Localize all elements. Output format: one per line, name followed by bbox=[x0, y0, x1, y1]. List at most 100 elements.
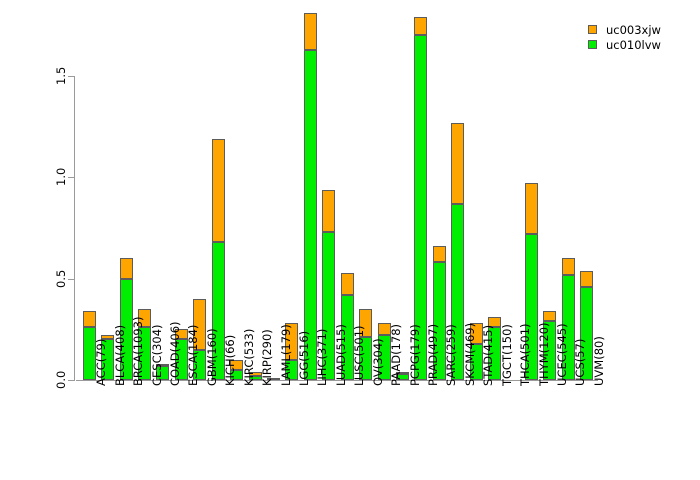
bar-segment-uc003xjw bbox=[193, 298, 206, 350]
x-axis-tick-label: BLCA(408) bbox=[112, 324, 127, 386]
legend-item: uc010lvw bbox=[588, 37, 696, 52]
bar-segment-uc003xjw bbox=[396, 371, 409, 374]
x-axis-tick-label: TGCT(150) bbox=[499, 324, 514, 386]
bar-group bbox=[341, 272, 354, 381]
bar-group bbox=[488, 317, 501, 381]
bar-group bbox=[120, 258, 133, 381]
bar-segment-uc010lvw bbox=[156, 365, 169, 380]
bar-segment-uc003xjw bbox=[414, 17, 427, 36]
x-axis-tick-label: STAD(415) bbox=[481, 324, 496, 386]
bar-segment-uc003xjw bbox=[543, 311, 556, 322]
bar-group bbox=[562, 258, 575, 381]
bar-group bbox=[322, 189, 335, 381]
bar-group bbox=[543, 311, 556, 381]
bar-segment-uc010lvw bbox=[525, 234, 538, 380]
bar-group bbox=[304, 13, 317, 381]
plot-area bbox=[76, 8, 596, 380]
x-axis-tick-label: UVM(80) bbox=[591, 336, 606, 386]
bar-group bbox=[580, 270, 593, 381]
bar-segment-uc003xjw bbox=[138, 309, 151, 328]
bar-group bbox=[175, 329, 188, 381]
bar-segment-uc003xjw bbox=[175, 329, 188, 340]
bar-segment-uc003xjw bbox=[267, 377, 280, 380]
bar-segment-uc010lvw bbox=[285, 359, 298, 380]
x-axis-tick-label: CESC(304) bbox=[149, 324, 164, 386]
bar-segment-uc003xjw bbox=[322, 189, 335, 233]
bar-segment-uc010lvw bbox=[414, 35, 427, 380]
bar-group bbox=[414, 17, 427, 381]
bar-segment-uc010lvw bbox=[396, 373, 409, 380]
bar-group bbox=[156, 363, 169, 381]
bar-segment-uc003xjw bbox=[433, 246, 446, 263]
bar-segment-uc003xjw bbox=[580, 270, 593, 287]
bar-segment-uc003xjw bbox=[285, 323, 298, 360]
bar-segment-uc010lvw bbox=[101, 339, 114, 380]
x-axis-tick-label: THYM(120) bbox=[536, 322, 551, 386]
x-axis-tick-label: BRCA(1093) bbox=[131, 316, 146, 386]
bar-group bbox=[267, 377, 280, 381]
legend-label: uc010lvw bbox=[606, 37, 661, 52]
bar-segment-uc010lvw bbox=[83, 327, 96, 380]
x-axis-tick-label: LUSC(501) bbox=[352, 325, 367, 386]
x-axis-tick-label: PCPG(179) bbox=[407, 324, 422, 386]
bar-segment-uc003xjw bbox=[120, 258, 133, 279]
x-axis-tick-label: LIHC(371) bbox=[315, 328, 330, 386]
bar-group bbox=[138, 309, 151, 381]
x-axis-tick-label: SKCM(469) bbox=[462, 322, 477, 386]
bar-segment-uc003xjw bbox=[470, 323, 483, 344]
bar-segment-uc003xjw bbox=[359, 309, 372, 338]
x-axis-tick-label: KIRC(533) bbox=[241, 328, 256, 386]
bar-group bbox=[433, 246, 446, 381]
y-axis-tick bbox=[68, 76, 75, 77]
x-axis-line bbox=[76, 380, 598, 381]
bar-segment-uc010lvw bbox=[580, 286, 593, 380]
bar-segment-uc003xjw bbox=[525, 183, 538, 235]
bar-group bbox=[83, 311, 96, 381]
bar-group bbox=[359, 309, 372, 381]
y-axis-tick-label: 1.0 bbox=[54, 168, 68, 187]
bar-segment-uc003xjw bbox=[249, 371, 262, 376]
bar-segment-uc010lvw bbox=[193, 349, 206, 380]
legend-swatch-icon bbox=[588, 40, 597, 49]
bar-group bbox=[451, 122, 464, 381]
bar-segment-uc003xjw bbox=[230, 359, 243, 370]
legend-item: uc003xjw bbox=[588, 22, 696, 37]
bar-group bbox=[378, 323, 391, 381]
x-axis-tick-label: PAAD(178) bbox=[389, 323, 404, 386]
chart-legend: uc003xjw uc010lvw bbox=[588, 22, 696, 52]
bar-group bbox=[285, 323, 298, 381]
x-axis-tick-label: ESCA(184) bbox=[186, 324, 201, 386]
x-axis-tick-label: ACC(79) bbox=[94, 338, 109, 386]
bar-segment-uc010lvw bbox=[175, 339, 188, 380]
bar-segment-uc010lvw bbox=[488, 327, 501, 380]
x-axis-tick-label: COAD(406) bbox=[167, 321, 182, 386]
legend-swatch-icon bbox=[588, 25, 597, 34]
bar-segment-uc010lvw bbox=[230, 369, 243, 380]
x-axis-tick-label: PRAD(497) bbox=[425, 323, 440, 386]
x-axis-tick-label: GBM(160) bbox=[204, 328, 219, 386]
bar-segment-uc003xjw bbox=[562, 258, 575, 275]
bar-segment-uc010lvw bbox=[543, 321, 556, 380]
bar-segment-uc010lvw bbox=[249, 375, 262, 380]
y-axis-tick bbox=[68, 177, 75, 179]
x-axis-tick-label: LUAD(515) bbox=[333, 324, 348, 386]
bar-segment-uc010lvw bbox=[359, 337, 372, 380]
bar-segment-uc010lvw bbox=[120, 278, 133, 380]
bar-segment-uc003xjw bbox=[488, 317, 501, 328]
x-axis-tick-label: OV(304) bbox=[370, 338, 385, 386]
bar-segment-uc003xjw bbox=[83, 311, 96, 328]
bar-segment-uc010lvw bbox=[378, 335, 391, 380]
y-axis-tick bbox=[68, 278, 75, 280]
y-axis-line bbox=[74, 76, 75, 381]
bar-group bbox=[525, 183, 538, 381]
legend-label: uc003xjw bbox=[606, 22, 661, 37]
x-axis-tick-label: UCEC(545) bbox=[554, 323, 569, 386]
bar-segment-uc010lvw bbox=[451, 203, 464, 380]
bar-segment-uc010lvw bbox=[138, 327, 151, 380]
y-axis-tick bbox=[68, 380, 75, 381]
bar-segment-uc010lvw bbox=[433, 262, 446, 380]
bar-segment-uc003xjw bbox=[378, 323, 391, 336]
bar-segment-uc010lvw bbox=[562, 274, 575, 380]
y-axis-tick-label: 1.5 bbox=[54, 66, 68, 85]
